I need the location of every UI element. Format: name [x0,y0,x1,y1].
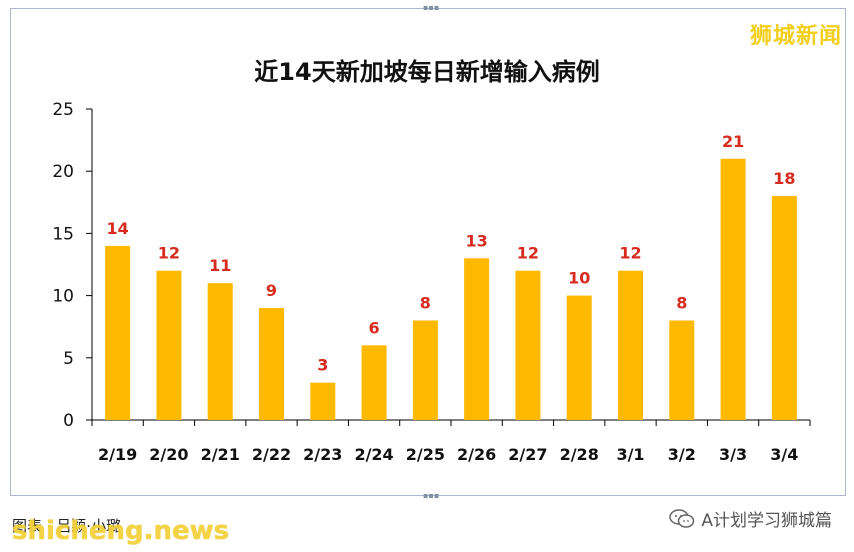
x-tick-label: 2/25 [406,445,445,464]
x-tick-label: 2/28 [560,445,599,464]
data-label: 12 [619,244,641,263]
x-tick-label: 2/21 [201,445,240,464]
bar [105,245,131,420]
y-tick-label: 5 [63,349,74,369]
data-label: 9 [266,281,277,300]
x-tick-label: 2/24 [354,445,393,464]
site-watermark: shicheng.news [12,516,230,546]
footer-credit: 图表 · 吕颖·小璐 [12,517,122,535]
bar-chart: 0 5 10 15 20 25 14 2/19 12 2/20 11 2/21 9 2/22 3 2/23 6 2… [52,100,811,464]
bar [566,295,592,420]
bar [259,308,284,420]
y-tick-label: 0 [63,411,74,431]
data-label: 13 [466,231,488,250]
data-label: 21 [722,132,744,151]
wechat-account: A计划学习狮城篇 [669,506,832,531]
bar [515,270,541,420]
y-tick-label: 20 [52,162,74,182]
x-tick-label: 2/27 [508,445,547,464]
x-tick-label: 2/20 [149,445,188,464]
data-label: 8 [676,293,687,312]
bar [310,382,336,420]
bar [412,320,438,420]
data-label: 12 [158,244,180,263]
frame-handle-bottom[interactable]: ▪▪▪ [423,491,440,500]
wechat-icon [669,508,695,528]
bar [156,270,182,420]
y-tick-label: 25 [52,100,74,120]
y-tick-label: 15 [52,224,74,244]
y-tick-label: 10 [52,287,74,307]
bar [207,283,233,420]
x-tick-label: 3/1 [616,445,644,464]
brand-logo: 狮城新闻 [749,24,842,49]
frame-handle-top[interactable]: ▪▪▪ [423,3,440,12]
data-label: 18 [773,169,795,188]
x-tick-label: 2/26 [457,445,496,464]
bar [669,320,695,420]
chart-title: 近14天新加坡每日新增输入病例 [254,58,600,86]
x-tick-label: 3/2 [668,445,696,464]
data-label: 10 [568,269,590,288]
x-tick-label: 2/19 [98,445,137,464]
data-label: 8 [420,293,431,312]
x-tick-label: 3/4 [770,445,798,464]
bar [720,158,746,420]
x-tick-label: 2/23 [303,445,342,464]
bar [464,258,490,420]
x-tick-label: 3/3 [719,445,747,464]
data-label: 12 [517,244,539,263]
bar [361,345,387,420]
x-tick-label: 2/22 [252,445,291,464]
data-label: 11 [209,256,231,275]
bar [618,270,643,420]
wechat-account-name: A计划学习狮城篇 [701,511,832,531]
data-label: 6 [369,318,380,337]
data-label: 14 [107,219,129,238]
data-label: 3 [317,356,328,375]
bar [771,196,797,420]
